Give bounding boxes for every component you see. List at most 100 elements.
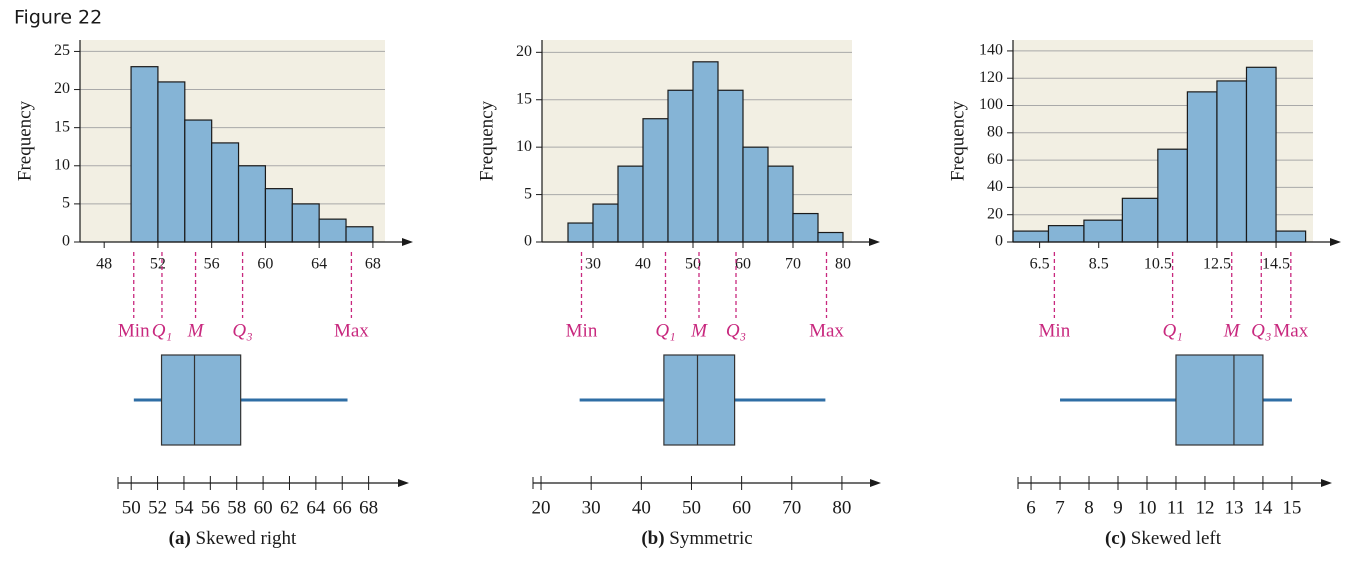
axis-arrow	[402, 238, 413, 246]
quartile-label: M	[187, 320, 205, 341]
y-axis-label: Frequency	[476, 100, 497, 181]
histogram-bar	[345, 226, 374, 243]
caption-text: Skewed left	[1131, 528, 1222, 549]
x-tick-label: 30	[585, 256, 601, 273]
y-tick-label: 0	[524, 233, 532, 250]
box-x-tick-label: 50	[122, 497, 141, 518]
y-tick-label: 25	[54, 42, 70, 59]
x-tick-label: 64	[311, 256, 327, 273]
box-x-tick-label: 68	[359, 497, 378, 518]
histogram-bar	[817, 231, 844, 243]
box-x-tick-label: 60	[732, 497, 751, 518]
axis-arrow	[870, 479, 881, 487]
y-tick-label: 15	[516, 90, 532, 107]
quartile-label: M	[1223, 320, 1241, 341]
quartile-label: M	[690, 320, 708, 341]
x-tick-label: 68	[365, 256, 381, 273]
histogram-bar	[617, 165, 644, 243]
box-x-tick-label: 60	[254, 497, 273, 518]
box-x-tick-label: 64	[306, 497, 326, 518]
box-x-tick-label: 30	[582, 497, 601, 518]
x-tick-label: 12.5	[1203, 256, 1231, 273]
x-tick-label: 8.5	[1089, 256, 1109, 273]
x-tick-label: 48	[96, 256, 112, 273]
box-x-tick-label: 58	[227, 497, 246, 518]
x-tick-label: 56	[204, 256, 220, 273]
box-x-tick-label: 11	[1167, 497, 1185, 518]
y-tick-label: 10	[516, 138, 532, 155]
y-tick-label: 20	[987, 205, 1003, 222]
box-x-tick-label: 52	[148, 497, 167, 518]
histogram-bar	[717, 89, 744, 243]
axis-arrow	[398, 479, 409, 487]
quartile-label: Q₃	[1251, 320, 1271, 341]
histogram-bar	[291, 203, 320, 243]
x-tick-label: 80	[835, 256, 851, 273]
box-x-tick-label: 9	[1113, 497, 1123, 518]
caption: (b) Symmetric	[641, 528, 752, 549]
histogram-bar	[792, 212, 819, 243]
caption-label: (c)	[1105, 528, 1126, 549]
x-tick-label: 6.5	[1030, 256, 1050, 273]
quartile-label: Min	[566, 320, 598, 341]
histogram-bar	[184, 119, 213, 243]
histogram-bar	[1121, 197, 1159, 243]
quartile-label: Min	[118, 320, 150, 341]
histogram-bar	[130, 66, 159, 243]
histogram-bar	[1012, 230, 1050, 243]
box-x-tick-label: 14	[1253, 497, 1273, 518]
quartile-label: Q₁	[152, 320, 172, 341]
histogram-bar	[1157, 148, 1188, 243]
histogram-bar	[592, 203, 619, 243]
histogram-bar	[1186, 91, 1218, 243]
caption: (c) Skewed left	[1105, 528, 1222, 549]
histogram-bar	[237, 165, 267, 243]
caption-label: (b)	[641, 528, 664, 549]
histogram-bar	[667, 89, 694, 243]
histogram-bar	[767, 165, 794, 243]
y-tick-label: 80	[987, 123, 1003, 140]
x-tick-label: 10.5	[1144, 256, 1172, 273]
box-x-tick-label: 70	[782, 497, 801, 518]
caption-text: Symmetric	[669, 528, 752, 549]
histogram-bar	[211, 142, 240, 243]
box-x-tick-label: 80	[832, 497, 851, 518]
histogram-bar	[264, 188, 293, 243]
box	[1175, 354, 1264, 446]
box-x-tick-label: 40	[632, 497, 651, 518]
box-x-tick-label: 54	[174, 497, 194, 518]
box-x-tick-label: 10	[1137, 497, 1156, 518]
axis-arrow	[1321, 479, 1332, 487]
quartile-label: Max	[809, 320, 844, 341]
quartile-label: Max	[1273, 320, 1308, 341]
y-axis-label: Frequency	[14, 100, 35, 181]
box-x-tick-label: 6	[1026, 497, 1036, 518]
histogram-bar	[1275, 230, 1307, 243]
box-x-tick-label: 62	[280, 497, 299, 518]
caption-text: Skewed right	[196, 528, 298, 549]
box	[663, 354, 736, 446]
y-tick-label: 140	[979, 42, 1003, 59]
quartile-label: Q₁	[1162, 320, 1182, 341]
x-tick-label: 60	[735, 256, 751, 273]
quartile-label: Min	[1039, 320, 1071, 341]
axis-arrow	[869, 238, 880, 246]
y-tick-label: 20	[516, 43, 532, 60]
y-tick-label: 0	[62, 233, 70, 250]
x-tick-label: 52	[150, 256, 166, 273]
y-tick-label: 10	[54, 156, 70, 173]
quartile-label: Max	[334, 320, 369, 341]
y-tick-label: 0	[995, 233, 1003, 250]
y-tick-label: 40	[987, 178, 1003, 195]
x-tick-label: 70	[785, 256, 801, 273]
histogram-bar	[1245, 66, 1277, 243]
histogram-bar	[157, 81, 186, 243]
quartile-label: Q₃	[232, 320, 252, 341]
x-tick-label: 50	[685, 256, 701, 273]
y-tick-label: 20	[54, 80, 70, 97]
caption: (a) Skewed right	[169, 528, 297, 549]
histogram-bar	[318, 218, 347, 243]
figure-label: Figure 22	[14, 7, 102, 29]
y-tick-label: 15	[54, 118, 70, 135]
